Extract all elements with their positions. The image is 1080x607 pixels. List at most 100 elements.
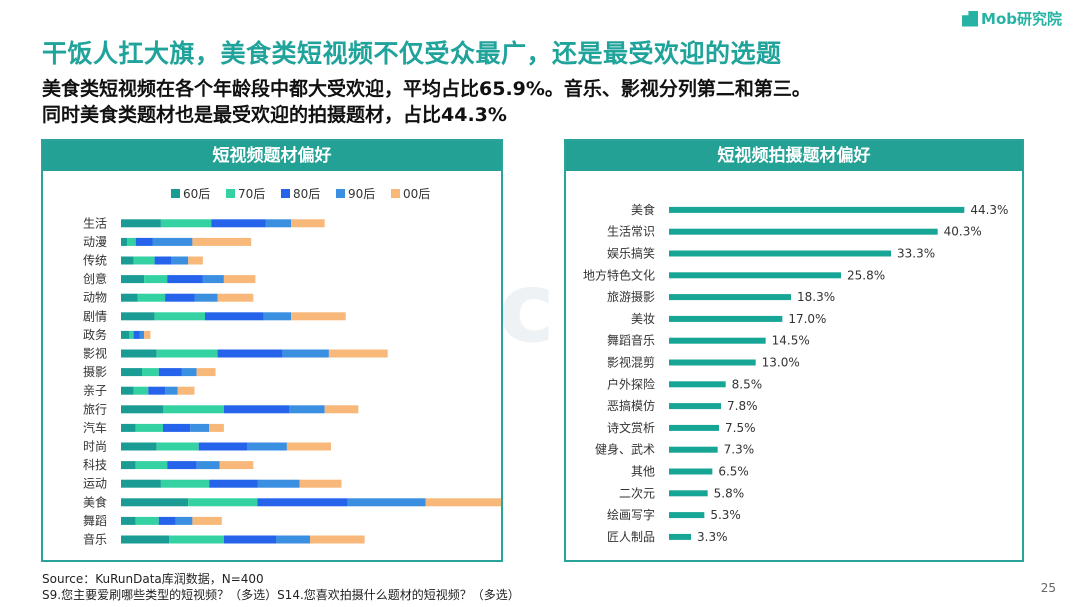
bar-segment — [127, 237, 136, 246]
value-label: 5.8% — [714, 486, 745, 500]
category-label: 运动 — [83, 477, 107, 491]
bar-segment — [135, 461, 168, 470]
bar-segment — [282, 349, 329, 358]
bar-segment — [121, 275, 145, 284]
category-label: 美妆 — [631, 312, 655, 326]
category-label: 传统 — [83, 253, 107, 268]
bar-segment — [154, 256, 172, 265]
bar-segment — [148, 386, 166, 395]
bar-segment — [158, 516, 176, 525]
category-label: 剧情 — [83, 309, 107, 323]
bar-segment — [144, 275, 168, 284]
legend-label: 70后 — [238, 187, 265, 201]
bar-segment — [163, 423, 191, 432]
value-label: 7.3% — [724, 443, 755, 457]
value-label: 18.3% — [797, 290, 835, 304]
preference-chart-panel: 短视频题材偏好 60后 70后 80后 90后 00后 生活 动漫 传统 创意 动物 剧情 政务 影视摄… — [41, 139, 506, 562]
bar-segment — [121, 479, 161, 488]
bar-segment — [202, 275, 224, 284]
bar-segment — [263, 312, 292, 321]
bar-segment — [142, 368, 159, 377]
category-label: 时尚 — [83, 440, 107, 454]
bar-segment — [291, 219, 325, 228]
category-label: 美食 — [631, 202, 655, 217]
brand-logo: Mob研究院 — [962, 8, 1062, 29]
source-line-2: S9.您主要爱刷哪些类型的短视频？（多选）S14.您喜欢拍摄什么题材的短视频？（… — [42, 588, 520, 602]
bar-segment — [209, 479, 258, 488]
bar-segment — [135, 423, 163, 432]
category-label: 恶搞模仿 — [607, 398, 655, 413]
bar-segment — [209, 423, 224, 432]
bar — [669, 228, 938, 235]
bar-segment — [223, 275, 256, 284]
bar — [669, 403, 721, 410]
bar-segment — [121, 423, 136, 432]
bar-segment — [139, 330, 145, 339]
bar — [669, 337, 766, 344]
preference-stacked-bar-chart: 60后 70后 80后 90后 00后生活动漫传统创意动物剧情政务影视摄影亲子旅行汽车时… — [83, 187, 506, 547]
bar-segment — [121, 330, 130, 339]
bar-segment — [133, 256, 155, 265]
bar-segment — [265, 219, 292, 228]
bar-segment — [156, 349, 218, 358]
bar-segment — [188, 498, 258, 507]
shooting-chart-title: 短视频拍摄题材偏好 — [566, 141, 1022, 171]
shooting-bar-chart: 美食 44.3% 生活常识 40.3% 娱乐搞笑 33.3% 地方特色文化 25.8% 旅游摄影… — [583, 202, 1008, 544]
bar-segment — [196, 461, 220, 470]
bar-segment — [192, 516, 222, 525]
page-title: 干饭人扛大旗，美食类短视频不仅受众最广，还是最受欢迎的选题 — [42, 39, 782, 68]
legend-swatch — [171, 189, 180, 198]
bar-segment — [276, 535, 310, 544]
category-label: 摄影 — [83, 364, 107, 379]
bar-segment — [205, 312, 264, 321]
bar-segment — [194, 293, 218, 302]
category-label: 匠人制品 — [607, 530, 655, 544]
bar — [669, 206, 965, 213]
bar-segment — [160, 479, 210, 488]
bar — [669, 359, 756, 366]
bar-segment — [347, 498, 426, 507]
bar-segment — [158, 368, 182, 377]
bar-segment — [121, 256, 134, 265]
bar-segment — [121, 461, 136, 470]
bar-segment — [328, 349, 388, 358]
legend-swatch — [336, 189, 345, 198]
value-label: 33.3% — [897, 247, 935, 261]
category-label: 娱乐搞笑 — [607, 246, 655, 261]
category-label: 户外探险 — [607, 376, 655, 391]
value-label: 6.5% — [718, 465, 749, 479]
bar-segment — [181, 368, 197, 377]
value-label: 44.3% — [970, 203, 1008, 217]
bar-segment — [310, 535, 365, 544]
bar-segment — [133, 386, 149, 395]
bar — [669, 315, 783, 322]
bar-segment — [188, 256, 203, 265]
value-label: 3.3% — [697, 530, 728, 544]
bar-segment — [196, 368, 216, 377]
bar-segment — [121, 442, 157, 451]
bar-segment — [217, 293, 254, 302]
bar-segment — [121, 293, 138, 302]
bar-segment — [223, 535, 277, 544]
bar — [669, 512, 705, 519]
category-label: 影视混剪 — [607, 355, 655, 370]
category-label: 舞蹈音乐 — [607, 333, 655, 348]
bar-segment — [190, 423, 210, 432]
value-label: 8.5% — [732, 377, 763, 391]
category-label: 诗文赏析 — [607, 420, 655, 435]
bar-segment — [121, 405, 163, 414]
bar-segment — [175, 516, 193, 525]
category-label: 其他 — [631, 465, 655, 479]
bar-segment — [121, 498, 189, 507]
bar — [669, 272, 841, 279]
bar-segment — [219, 461, 254, 470]
preference-chart-title: 短视频题材偏好 — [43, 141, 501, 171]
bar — [669, 381, 726, 388]
bar-segment — [167, 275, 203, 284]
category-label: 旅游摄影 — [607, 289, 655, 304]
logo-icon — [962, 10, 979, 27]
bar-segment — [192, 237, 252, 246]
category-label: 政务 — [83, 327, 107, 342]
shooting-chart-panel: 短视频拍摄题材偏好 美食 44.3% 生活常识 40.3% 娱乐搞笑 33.3% 地方特色文… — [564, 139, 1024, 562]
bar — [669, 424, 719, 431]
